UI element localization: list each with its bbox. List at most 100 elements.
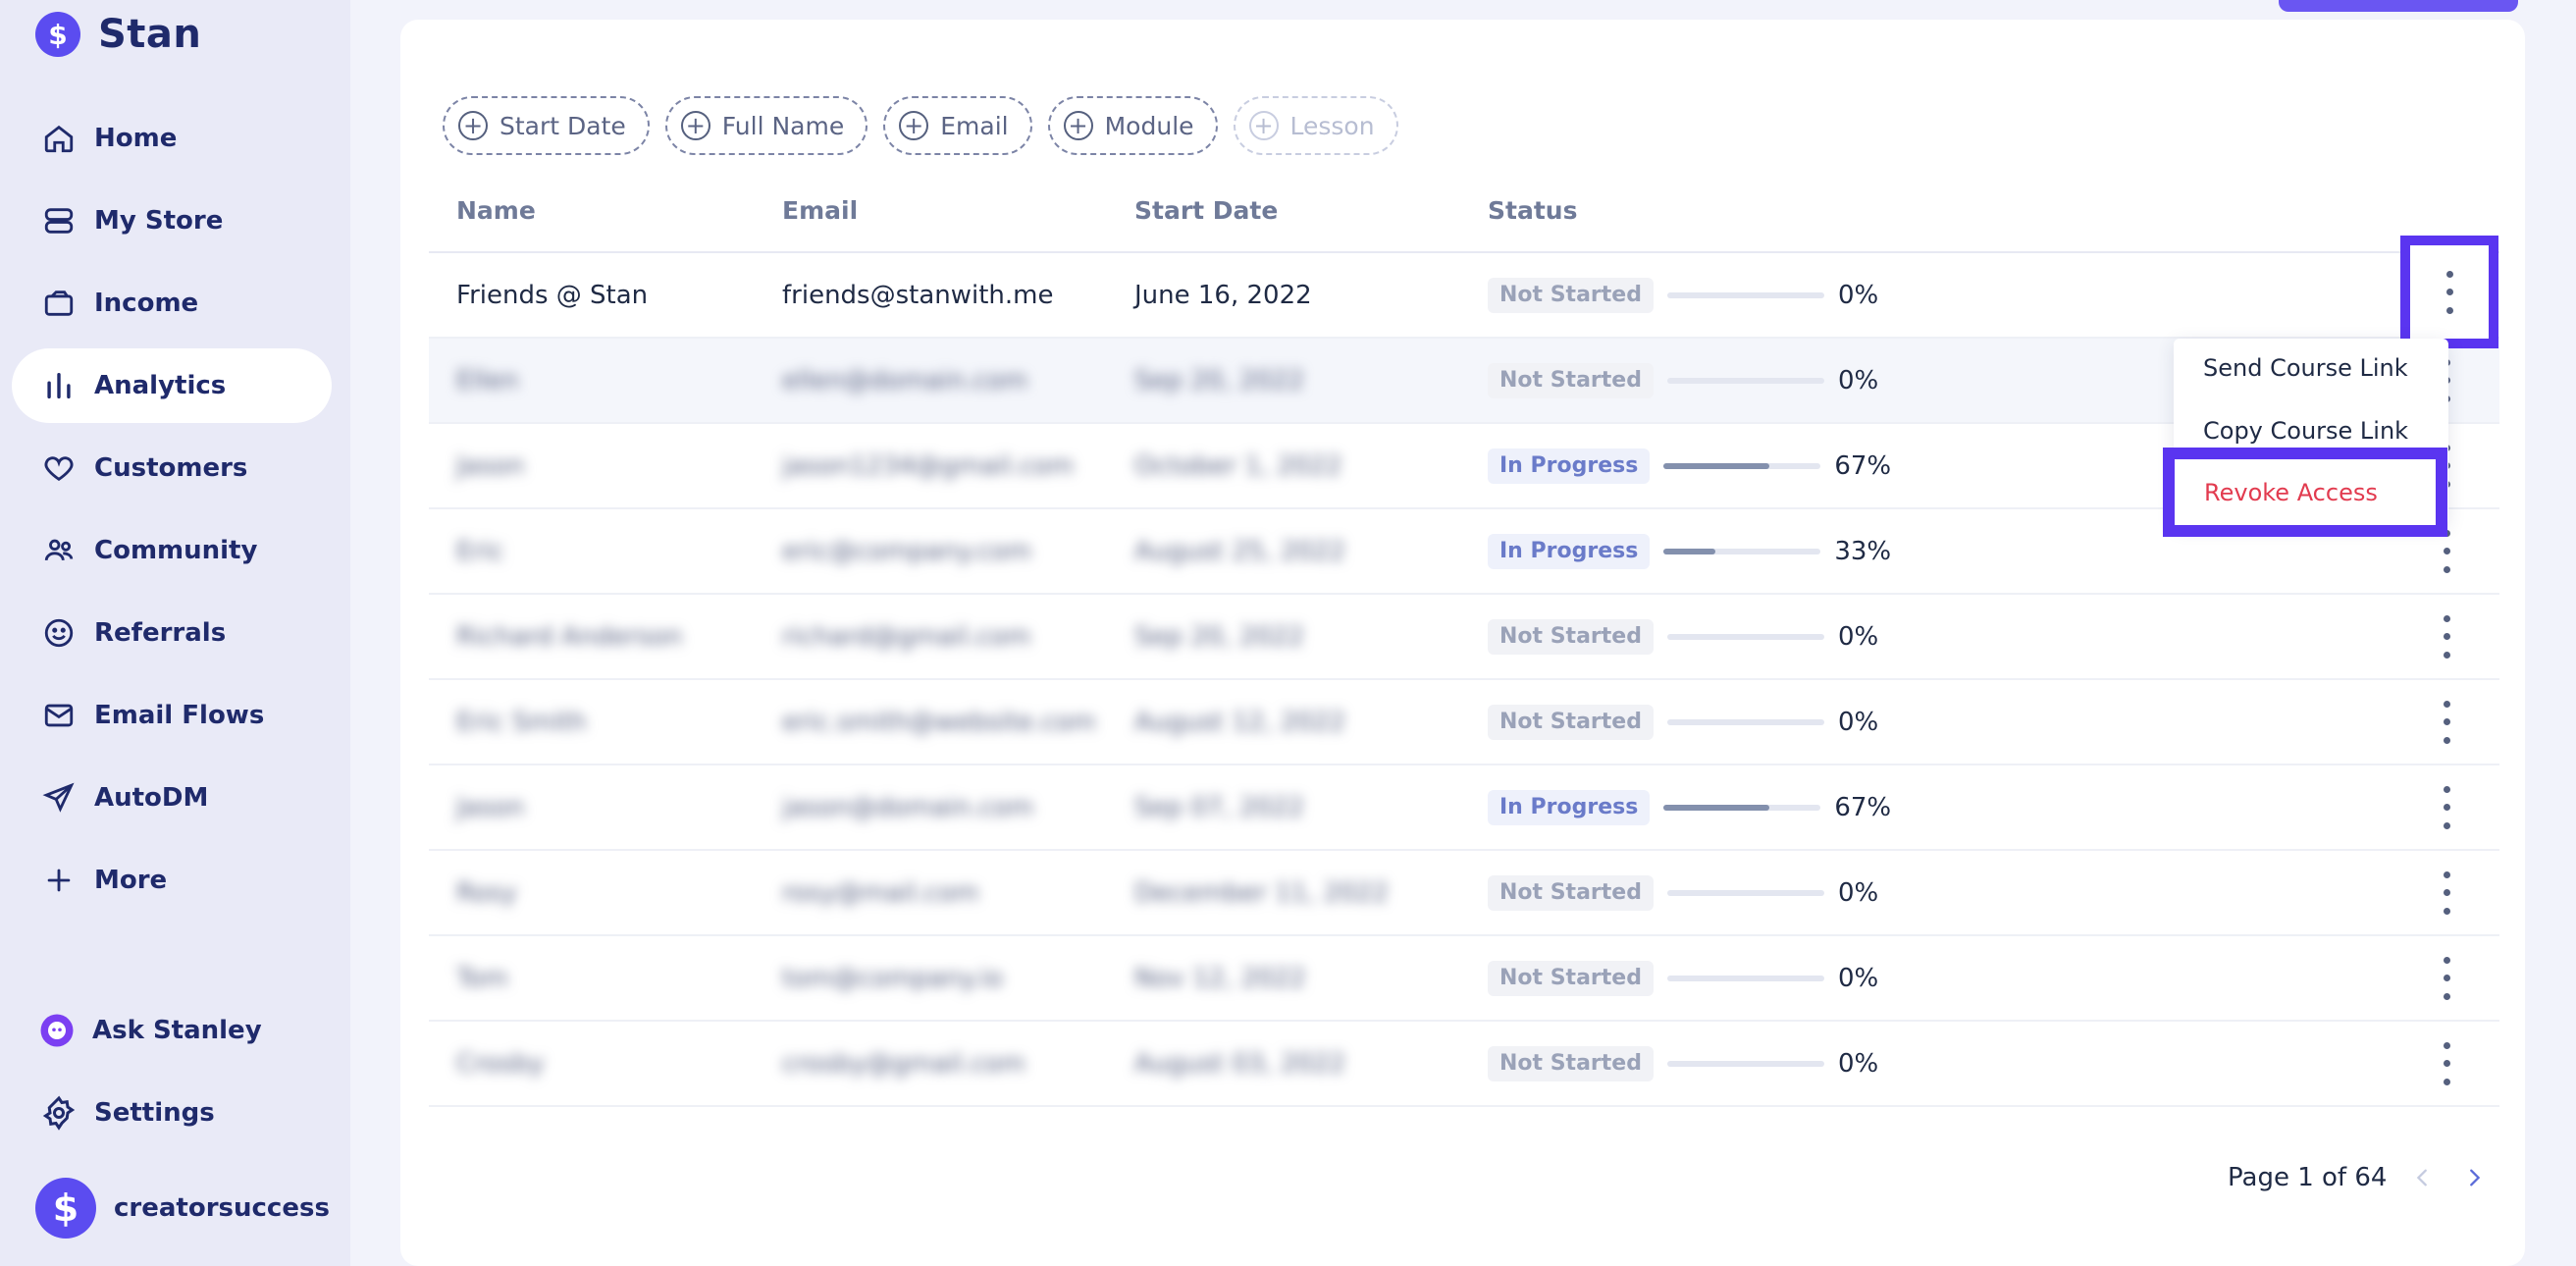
more-vertical-icon[interactable] bbox=[2438, 270, 2461, 314]
sidebar-item-customers[interactable]: Customers bbox=[12, 431, 332, 505]
analytics-icon bbox=[41, 368, 77, 403]
send-icon bbox=[41, 780, 77, 816]
filter-label: Full Name bbox=[721, 111, 845, 140]
progress-percent: 33% bbox=[1834, 536, 1892, 566]
status-badge: Not Started bbox=[1488, 277, 1654, 313]
revoke-access-item[interactable]: Revoke Access bbox=[2163, 448, 2447, 537]
filter-start-date[interactable]: + Start Date bbox=[443, 96, 650, 155]
cell-email: jason1234@gmail.com bbox=[782, 450, 1075, 481]
sidebar-item-analytics[interactable]: Analytics bbox=[12, 348, 332, 423]
sidebar-item-home[interactable]: Home bbox=[12, 101, 332, 176]
table-row[interactable]: Crosby crosby@gmail.com August 03, 2022 Not… bbox=[429, 1022, 2499, 1107]
table-row[interactable]: Eric eric@company.com August 25, 2022 In Pr… bbox=[429, 509, 2499, 595]
filter-module[interactable]: + Module bbox=[1047, 96, 1218, 155]
primary-action-button[interactable] bbox=[2279, 0, 2518, 12]
filter-full-name[interactable]: + Full Name bbox=[664, 96, 868, 155]
sidebar-item-label: Community bbox=[94, 536, 258, 565]
progress-percent: 67% bbox=[1834, 792, 1892, 822]
table-row[interactable]: Eric Smith eric.smith@website.com August 1… bbox=[429, 680, 2499, 765]
table-row[interactable]: Jason jason1234@gmail.com October 1, 2022 I… bbox=[429, 424, 2499, 509]
cell-start-date: October 1, 2022 bbox=[1134, 450, 1342, 481]
sidebar-item-more[interactable]: More bbox=[12, 843, 332, 918]
status-badge: Not Started bbox=[1488, 618, 1654, 655]
copy-course-link-item[interactable]: Copy Course Link bbox=[2203, 417, 2409, 445]
progress-percent: 0% bbox=[1837, 877, 1879, 908]
revoke-access-label: Revoke Access bbox=[2204, 478, 2378, 506]
cell-start-date: Sep 07, 2022 bbox=[1134, 792, 1305, 822]
cell-start-date: August 25, 2022 bbox=[1134, 536, 1346, 566]
chevron-left-icon[interactable] bbox=[2408, 1163, 2438, 1192]
settings-icon bbox=[41, 1095, 77, 1131]
progress-bar bbox=[1666, 718, 1824, 725]
column-header-email[interactable]: Email bbox=[782, 195, 859, 225]
sidebar-bottom-nav: Ask Stanley Settings bbox=[12, 993, 332, 1158]
cell-email: rosy@mail.com bbox=[782, 877, 979, 908]
table-row[interactable]: Richard Anderson richard@gmail.com Sep 20,… bbox=[429, 595, 2499, 680]
chevron-right-icon[interactable] bbox=[2459, 1163, 2489, 1192]
sidebar-item-label: Income bbox=[94, 289, 199, 318]
cell-name: Richard Anderson bbox=[456, 621, 683, 652]
table-row[interactable]: Rosy rosy@mail.com December 11, 2022 Not St… bbox=[429, 851, 2499, 936]
send-course-link-item[interactable]: Send Course Link bbox=[2203, 354, 2408, 382]
store-icon bbox=[41, 203, 77, 238]
table-row[interactable]: Ellen ellen@domain.com Sep 20, 2022 Not Sta… bbox=[429, 339, 2499, 424]
cell-name: Friends @ Stan bbox=[456, 280, 649, 310]
cell-status: In Progress 67% bbox=[1488, 789, 2077, 825]
cell-name: Eric Smith bbox=[456, 707, 587, 737]
cell-status: Not Started 0% bbox=[1488, 704, 2077, 740]
cell-start-date: Sep 20, 2022 bbox=[1134, 365, 1305, 396]
brand[interactable]: $ Stan bbox=[35, 12, 201, 57]
table-row[interactable]: Jason jason@domain.com Sep 07, 2022 In Prog… bbox=[429, 765, 2499, 851]
filter-bar: + Start Date + Full Name + Email + Modul… bbox=[443, 96, 1398, 155]
cell-start-date: December 11, 2022 bbox=[1134, 877, 1389, 908]
column-header-status[interactable]: Status bbox=[1488, 195, 1578, 225]
cell-status: Not Started 0% bbox=[1488, 362, 2077, 398]
column-header-name[interactable]: Name bbox=[456, 195, 536, 225]
status-badge: Not Started bbox=[1488, 704, 1654, 740]
sidebar-item-label: Settings bbox=[94, 1098, 215, 1128]
cell-status: Not Started 0% bbox=[1488, 960, 2077, 996]
table-row[interactable]: Tom tom@company.io Nov 12, 2022 Not Started… bbox=[429, 936, 2499, 1022]
sidebar-item-label: AutoDM bbox=[94, 783, 209, 813]
sidebar-item-ask-stanley[interactable]: Ask Stanley bbox=[12, 993, 332, 1068]
progress-percent: 0% bbox=[1837, 1048, 1879, 1079]
sidebar: $ Stan Home My Store Income Analytics bbox=[0, 0, 350, 1266]
more-vertical-icon[interactable] bbox=[2435, 956, 2458, 1000]
page-indicator: Page 1 of 64 bbox=[2228, 1163, 2388, 1192]
pagination: Page 1 of 64 bbox=[2228, 1163, 2489, 1192]
sidebar-item-community[interactable]: Community bbox=[12, 513, 332, 588]
sidebar-item-income[interactable]: Income bbox=[12, 266, 332, 341]
more-vertical-icon[interactable] bbox=[2435, 700, 2458, 744]
cell-email: crosby@gmail.com bbox=[782, 1048, 1025, 1079]
heart-icon bbox=[41, 450, 77, 486]
add-circle-icon: + bbox=[458, 111, 488, 140]
more-vertical-icon[interactable] bbox=[2435, 614, 2458, 659]
sidebar-item-autodm[interactable]: AutoDM bbox=[12, 761, 332, 835]
cell-email: friends@stanwith.me bbox=[782, 280, 1054, 310]
cell-name: Ellen bbox=[456, 365, 519, 396]
progress-fill bbox=[1663, 548, 1716, 554]
progress-bar bbox=[1663, 804, 1821, 811]
cell-start-date: Sep 20, 2022 bbox=[1134, 621, 1305, 652]
cell-start-date: Nov 12, 2022 bbox=[1134, 963, 1306, 993]
wallet-icon bbox=[41, 286, 77, 321]
progress-bar bbox=[1666, 1060, 1824, 1067]
progress-bar bbox=[1663, 462, 1821, 469]
column-header-start-date[interactable]: Start Date bbox=[1134, 195, 1279, 225]
filter-email[interactable]: + Email bbox=[883, 96, 1032, 155]
row-actions-highlight bbox=[2400, 236, 2498, 348]
sidebar-item-my-store[interactable]: My Store bbox=[12, 184, 332, 258]
sidebar-item-settings[interactable]: Settings bbox=[12, 1076, 332, 1150]
more-vertical-icon[interactable] bbox=[2435, 785, 2458, 829]
table-row[interactable]: Friends @ Stan friends@stanwith.me June 16… bbox=[429, 253, 2499, 339]
account-switcher[interactable]: $ creatorsuccess bbox=[35, 1178, 330, 1239]
sidebar-item-email-flows[interactable]: Email Flows bbox=[12, 678, 332, 753]
more-vertical-icon[interactable] bbox=[2435, 1041, 2458, 1085]
sidebar-item-referrals[interactable]: Referrals bbox=[12, 596, 332, 670]
cell-name: Rosy bbox=[456, 877, 517, 908]
filter-label: Email bbox=[940, 111, 1009, 140]
filter-lesson: + Lesson bbox=[1233, 96, 1398, 155]
status-badge: In Progress bbox=[1488, 533, 1651, 569]
progress-percent: 0% bbox=[1837, 280, 1879, 310]
more-vertical-icon[interactable] bbox=[2435, 870, 2458, 915]
